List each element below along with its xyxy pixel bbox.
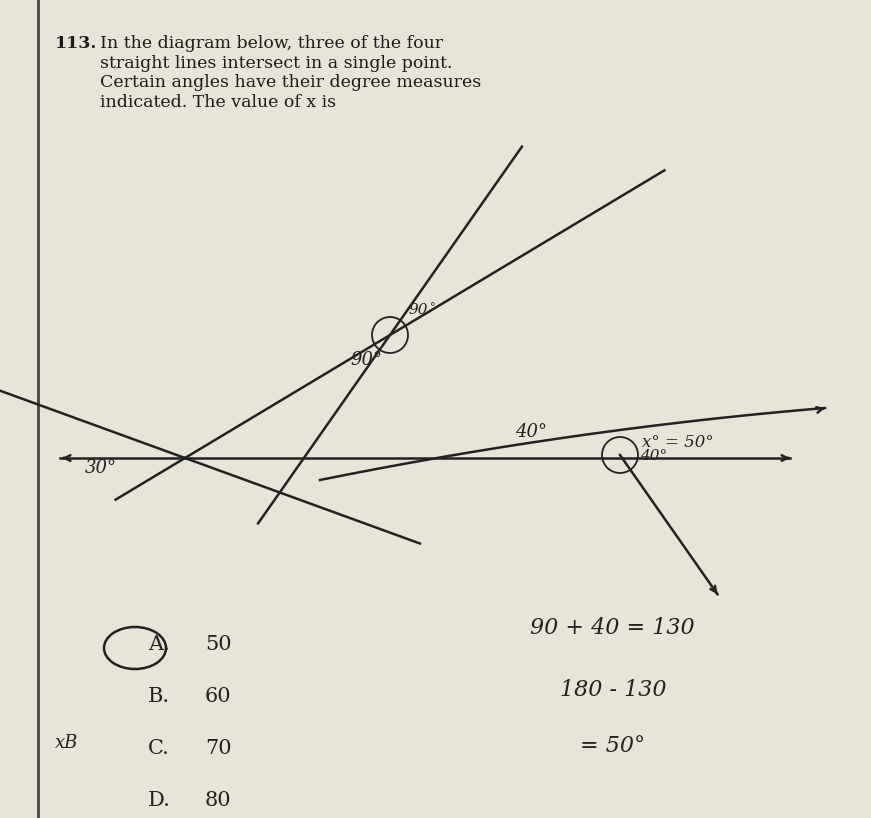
Text: 90°: 90° bbox=[350, 351, 382, 369]
Text: 30°: 30° bbox=[85, 459, 117, 477]
Text: 90: 90 bbox=[408, 303, 428, 317]
Text: C.: C. bbox=[148, 739, 170, 758]
Text: 70: 70 bbox=[205, 739, 232, 758]
Text: B.: B. bbox=[148, 687, 170, 707]
Text: xB: xB bbox=[55, 734, 78, 752]
Text: = 50°: = 50° bbox=[580, 735, 645, 757]
Text: 60: 60 bbox=[205, 687, 232, 707]
Text: 80: 80 bbox=[205, 792, 232, 811]
Text: x° = 50°: x° = 50° bbox=[642, 434, 713, 451]
Text: A.: A. bbox=[148, 636, 170, 654]
Text: 90 + 40 = 130: 90 + 40 = 130 bbox=[530, 617, 695, 639]
Text: °: ° bbox=[430, 303, 436, 313]
Text: D.: D. bbox=[148, 792, 171, 811]
Text: 40°: 40° bbox=[640, 449, 667, 463]
Text: 40°: 40° bbox=[515, 423, 547, 441]
Text: 50: 50 bbox=[205, 636, 232, 654]
Text: In the diagram below, three of the four
straight lines intersect in a single poi: In the diagram below, three of the four … bbox=[100, 35, 482, 110]
Text: 180 - 130: 180 - 130 bbox=[560, 679, 666, 701]
Text: 113.: 113. bbox=[55, 35, 98, 52]
